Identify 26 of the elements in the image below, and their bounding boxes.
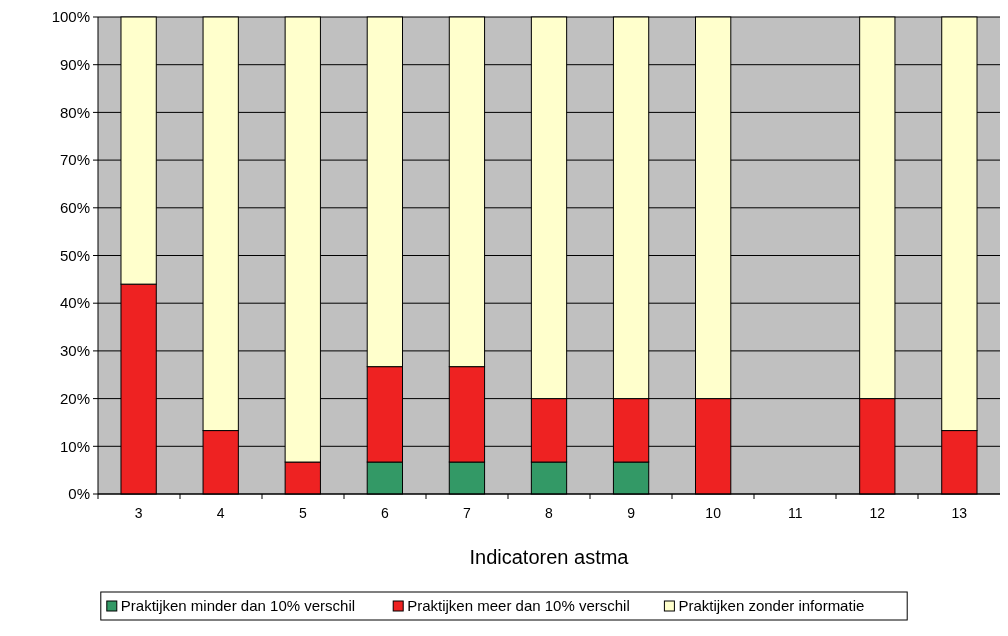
y-tick-label: 10% bbox=[59, 437, 90, 455]
x-axis-title: Indicatoren astma bbox=[469, 546, 630, 568]
y-tick-label: 60% bbox=[59, 199, 90, 217]
x-tick-label: 7 bbox=[463, 505, 472, 521]
x-tick-label: 10 bbox=[705, 505, 722, 521]
y-tick-label: 100% bbox=[51, 8, 90, 26]
x-tick-label: 13 bbox=[951, 505, 968, 521]
x-tick-label: 8 bbox=[545, 505, 554, 521]
legend-label: Praktijken meer dan 10% verschil bbox=[407, 597, 630, 615]
y-tick-label: 0% bbox=[68, 485, 90, 503]
x-tick-label: 6 bbox=[380, 505, 389, 521]
legend-label: Praktijken minder dan 10% verschil bbox=[120, 597, 356, 615]
y-tick-label: 50% bbox=[59, 246, 90, 264]
y-tick-label: 80% bbox=[59, 103, 90, 121]
legend-label: Praktijken zonder informatie bbox=[678, 597, 865, 615]
y-tick-label: 90% bbox=[59, 55, 90, 73]
x-tick-label: 4 bbox=[216, 505, 225, 521]
y-tick-label: 40% bbox=[59, 294, 90, 312]
x-tick-label: 9 bbox=[627, 505, 636, 521]
x-tick-label: 3 bbox=[134, 505, 143, 521]
y-tick-label: 20% bbox=[59, 389, 90, 407]
x-tick-label: 12 bbox=[869, 505, 886, 521]
y-tick-label: 30% bbox=[59, 342, 90, 360]
y-tick-label: 70% bbox=[59, 151, 90, 169]
x-tick-label: 11 bbox=[787, 505, 803, 521]
x-tick-label: 5 bbox=[298, 505, 307, 521]
